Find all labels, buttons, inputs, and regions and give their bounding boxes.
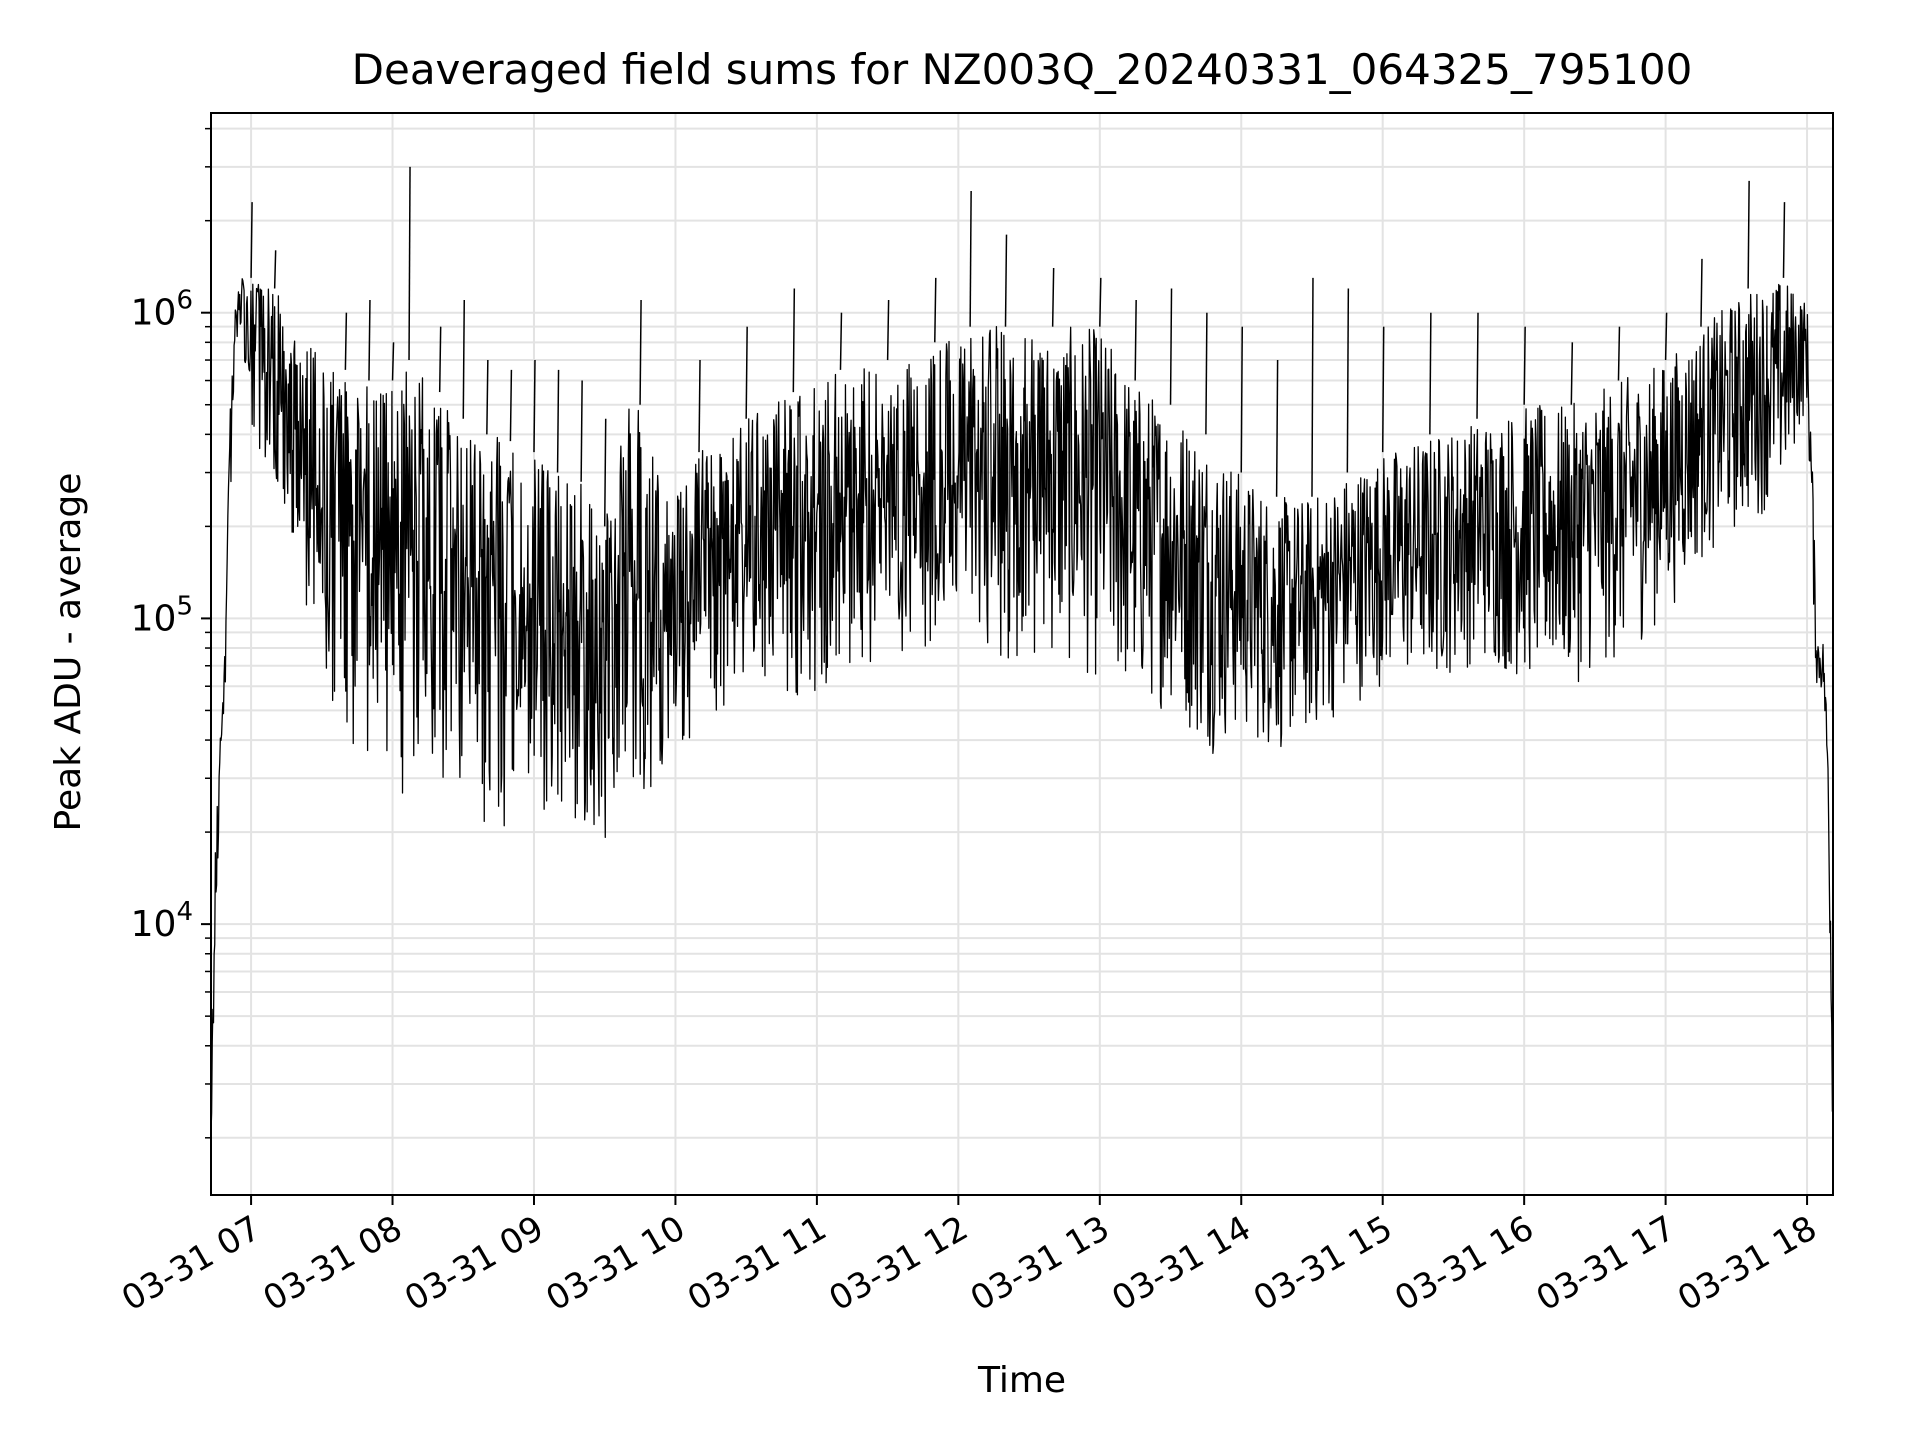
series-spike — [1169, 288, 1173, 405]
y-tick-label: 104 — [131, 897, 193, 945]
data-series — [210, 166, 1834, 1133]
y-tick-label: 106 — [131, 286, 193, 334]
series-spike — [273, 250, 277, 289]
series-spike — [1051, 268, 1055, 327]
series-spike — [698, 360, 701, 453]
series-spike — [1617, 326, 1621, 381]
series-spike — [1346, 288, 1350, 473]
series-spike — [250, 202, 253, 278]
series-spike — [368, 300, 371, 381]
series-spike — [839, 312, 843, 370]
series-spike — [969, 191, 972, 327]
series-spike — [1004, 234, 1008, 327]
series-spike — [344, 312, 348, 370]
series-spike — [1523, 326, 1526, 405]
series-spike — [1782, 202, 1786, 278]
series-spike — [533, 360, 536, 453]
series-trace — [210, 278, 1834, 1133]
y-tick-label: 105 — [131, 591, 193, 639]
series-spike — [792, 288, 796, 393]
series-spike — [580, 380, 583, 482]
series-spike — [556, 369, 560, 473]
series-spike — [603, 418, 607, 527]
y-axis-label: Peak ADU - average — [48, 473, 89, 832]
series-spike — [462, 300, 466, 419]
series-spike — [1747, 180, 1750, 289]
series-spike — [391, 342, 395, 381]
series-spike — [1311, 277, 1314, 497]
series-spike — [509, 369, 513, 442]
chart-title: Deaveraged field sums for NZ003Q_2024033… — [352, 45, 1693, 94]
series-spike — [486, 360, 489, 435]
series-spike — [1240, 326, 1244, 473]
series-spike — [934, 277, 937, 343]
series-spike — [1134, 300, 1137, 381]
series-spike — [1205, 312, 1208, 435]
series-spike — [1429, 312, 1432, 435]
x-axis-label: Time — [977, 1360, 1066, 1401]
series-spike — [745, 326, 748, 419]
series-spike — [1275, 360, 1279, 497]
series-spike — [886, 300, 890, 361]
series-spike — [1476, 312, 1479, 419]
series-spike — [1570, 342, 1574, 405]
series-spike — [1664, 312, 1668, 361]
series-spike — [408, 166, 411, 361]
series-spike — [1381, 326, 1385, 453]
series-spike — [438, 326, 442, 393]
series-spike — [639, 300, 642, 405]
plot-frame — [210, 112, 1834, 1196]
series-spike — [1700, 258, 1703, 327]
series-spike — [1099, 277, 1102, 327]
